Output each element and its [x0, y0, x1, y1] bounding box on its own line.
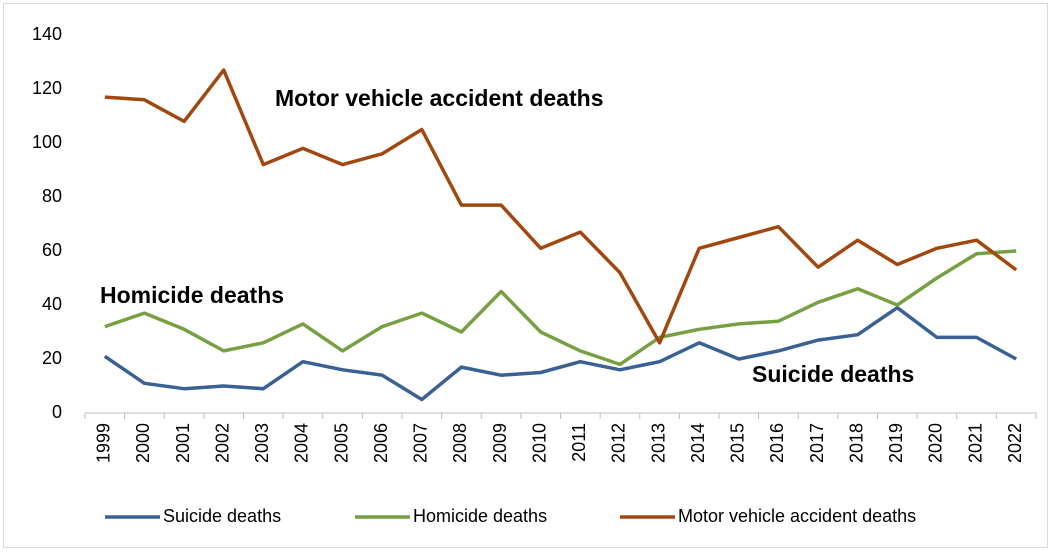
y-tick-label: 40: [42, 294, 62, 314]
y-tick-label: 0: [52, 402, 62, 422]
y-tick-label: 120: [32, 78, 62, 98]
x-tick-label: 2001: [173, 423, 193, 463]
x-tick-label: 2010: [529, 423, 549, 463]
x-tick-label: 2021: [965, 423, 985, 463]
annotation: Homicide deaths: [100, 282, 284, 308]
annotation: Motor vehicle accident deaths: [275, 85, 603, 111]
legend-label: Homicide deaths: [413, 506, 547, 526]
x-tick-label: 2012: [609, 423, 629, 463]
x-tick-label: 2005: [331, 423, 351, 463]
x-tick-label: 2018: [846, 423, 866, 463]
x-tick-label: 2022: [1005, 423, 1025, 463]
x-tick-label: 2013: [648, 423, 668, 463]
x-tick-label: 2007: [411, 423, 431, 463]
x-tick-label: 2002: [212, 423, 232, 463]
y-tick-label: 140: [32, 24, 62, 44]
x-tick-label: 2011: [569, 423, 589, 462]
y-tick-label: 20: [42, 348, 62, 368]
x-tick-label: 2000: [133, 423, 153, 463]
x-tick-label: 2003: [252, 423, 272, 463]
x-tick-label: 2014: [688, 423, 708, 463]
x-tick-label: 2006: [371, 423, 391, 463]
x-tick-label: 1999: [94, 423, 114, 463]
series-line: [104, 249, 1017, 367]
series-line: [103, 305, 1018, 402]
series-line: [104, 68, 1018, 345]
x-tick-label: 2004: [292, 423, 312, 463]
chart-frame: [3, 3, 1048, 548]
x-tick-label: 2019: [886, 423, 906, 463]
legend-label: Suicide deaths: [163, 506, 281, 526]
y-tick-label: 100: [32, 132, 62, 152]
x-tick-label: 2015: [728, 423, 748, 463]
annotation: Suicide deaths: [752, 361, 914, 387]
legend-label: Motor vehicle accident deaths: [678, 506, 916, 526]
x-tick-label: 2009: [490, 423, 510, 463]
y-tick-label: 60: [42, 240, 62, 260]
x-tick-label: 2017: [807, 423, 827, 463]
y-tick-label: 80: [42, 186, 62, 206]
x-tick-label: 2016: [767, 423, 787, 463]
x-tick-label: 2020: [926, 423, 946, 463]
x-tick-label: 2008: [450, 423, 470, 463]
